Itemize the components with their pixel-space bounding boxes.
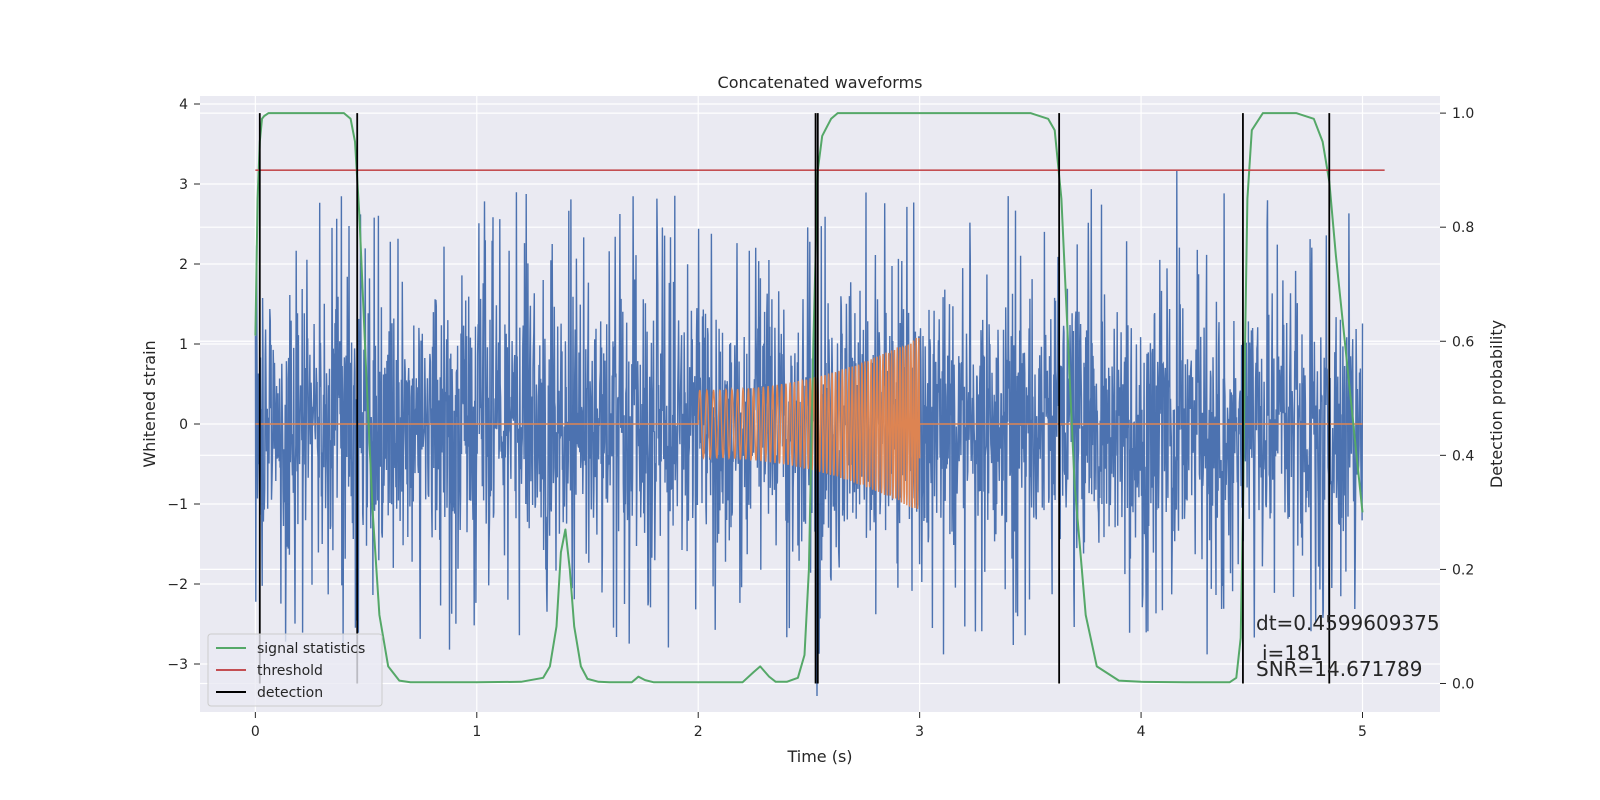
x-axis-ticks: 0 1 2 3 4 5 xyxy=(251,712,1367,740)
annotation-i: i=181 xyxy=(1262,641,1323,665)
legend-label-threshold: threshold xyxy=(257,663,323,679)
signal-statistics-series xyxy=(254,112,1364,684)
y2-tick-label: 0.4 xyxy=(1452,448,1474,464)
legend-box xyxy=(207,633,383,707)
x-tick-label: 1 xyxy=(472,724,481,740)
x-tick-label: 4 xyxy=(1137,724,1146,740)
y2-axis-label: Detection probability xyxy=(1487,320,1506,488)
annotation-dt: dt=0.4599609375 xyxy=(1256,611,1440,635)
y-tick-label: 2 xyxy=(179,257,188,273)
x-tick-label: 0 xyxy=(251,724,260,740)
y-tick-label: 1 xyxy=(179,337,188,353)
annotation-snr: SNR=14.671789 xyxy=(1256,657,1422,681)
y-tick-label: −2 xyxy=(167,577,188,593)
y-tick-label: 3 xyxy=(179,177,188,193)
y-tick-label: −1 xyxy=(167,497,188,513)
y2-tick-label: 0.2 xyxy=(1452,562,1474,578)
legend: signal statistics threshold detection xyxy=(207,633,383,707)
strain-line xyxy=(254,170,1364,697)
y-tick-label: 4 xyxy=(179,97,188,113)
x-tick-label: 5 xyxy=(1358,724,1367,740)
x-axis-label: Time (s) xyxy=(786,747,852,766)
y2-tick-label: 1.0 xyxy=(1452,106,1474,122)
strain-series xyxy=(254,170,1364,697)
detection-series xyxy=(258,113,1331,684)
legend-label-detection: detection xyxy=(257,685,323,701)
signal-statistics-line xyxy=(254,112,1364,684)
y-axis-ticks: −3 −2 −1 0 1 2 3 4 xyxy=(167,97,200,673)
x-tick-label: 2 xyxy=(694,724,703,740)
chart-title: Concatenated waveforms xyxy=(718,73,923,92)
y-tick-label: 0 xyxy=(179,417,188,433)
y2-tick-label: 0.6 xyxy=(1452,334,1474,350)
injected-waveform-series xyxy=(255,337,1363,509)
y-axis-label: Whitened strain xyxy=(140,340,159,467)
x-tick-label: 3 xyxy=(915,724,924,740)
legend-label-signal-statistics: signal statistics xyxy=(257,641,365,657)
y-tick-label: −3 xyxy=(167,657,188,673)
injected-waveform-line xyxy=(255,337,1363,509)
y2-tick-label: 0.8 xyxy=(1452,220,1474,236)
y2-tick-label: 0.0 xyxy=(1452,676,1474,692)
y2-axis-ticks: 0.0 0.2 0.4 0.6 0.8 1.0 xyxy=(1440,106,1474,692)
